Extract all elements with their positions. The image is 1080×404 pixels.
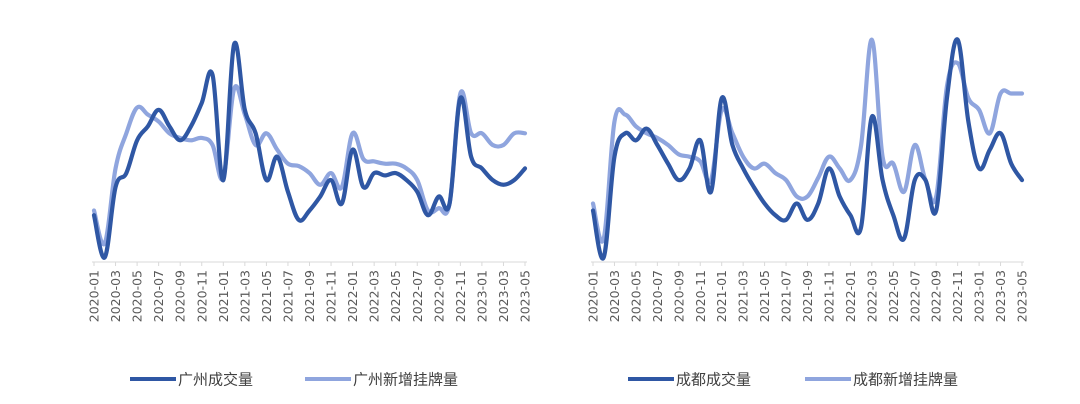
x-tick-label: 2020-01 <box>586 270 601 322</box>
x-tick-label: 2022-11 <box>950 270 965 322</box>
series-line-成都新增挂牌量 <box>590 37 1025 244</box>
x-tick-label: 2020-07 <box>650 270 665 322</box>
x-tick-label: 2021-11 <box>324 270 339 322</box>
chart-panel-2: 2020-01 2020-03 2020-05 2020-07 2020-09 2020-… <box>586 37 1030 389</box>
x-tick-label: 2021-11 <box>821 270 836 322</box>
x-tick-label: 2022-01 <box>843 270 858 322</box>
x-tick-label: 2022-05 <box>886 270 901 322</box>
x-tick-label: 2023-03 <box>993 270 1008 322</box>
legend-label: 成都成交量 <box>676 371 751 389</box>
x-tick-label: 2023-05 <box>1015 270 1030 322</box>
x-tick-label: 2022-09 <box>431 270 446 322</box>
x-tick-label: 2020-03 <box>108 270 123 322</box>
x-tick-label: 2022-03 <box>864 270 879 322</box>
x-tick-label: 2020-11 <box>194 270 209 322</box>
legend-label: 广州成交量 <box>178 371 253 389</box>
x-tick-label: 2022-09 <box>929 270 944 322</box>
x-tick-label: 2021-07 <box>779 270 794 322</box>
x-tick-label: 2022-07 <box>907 270 922 322</box>
x-tick-label: 2020-09 <box>671 270 686 322</box>
x-tick-label: 2020-11 <box>693 270 708 322</box>
chart-panel-1: 2020-01 2020-03 2020-05 2020-07 2020-09 2020-… <box>87 40 533 389</box>
x-tick-label: 2020-05 <box>130 270 145 322</box>
x-tick-label: 2020-03 <box>607 270 622 322</box>
x-tick-label: 2021-03 <box>736 270 751 322</box>
x-tick-label: 2022-01 <box>345 270 360 322</box>
x-tick-label: 2021-07 <box>280 270 295 322</box>
legend-label: 广州新增挂牌量 <box>353 371 458 389</box>
x-tick-label: 2021-01 <box>714 270 729 322</box>
x-tick-label: 2021-05 <box>757 270 772 322</box>
legend-label: 成都新增挂牌量 <box>853 371 958 389</box>
x-tick-label: 2022-11 <box>453 270 468 322</box>
series-line-广州成交量 <box>91 40 528 260</box>
x-tick-label: 2020-01 <box>87 270 102 322</box>
x-tick-label: 2023-03 <box>496 270 511 322</box>
series-line-成都成交量 <box>590 37 1025 261</box>
x-tick-label: 2023-01 <box>474 270 489 322</box>
x-tick-label: 2023-01 <box>972 270 987 322</box>
x-tick-label: 2022-05 <box>388 270 403 322</box>
x-tick-label: 2021-09 <box>302 270 317 322</box>
x-tick-label: 2021-05 <box>259 270 274 322</box>
x-tick-label: 2020-09 <box>173 270 188 322</box>
x-tick-label: 2021-01 <box>216 270 231 322</box>
x-tick-label: 2022-03 <box>367 270 382 322</box>
x-tick-label: 2023-05 <box>518 270 533 322</box>
x-tick-label: 2021-09 <box>800 270 815 322</box>
x-tick-label: 2022-07 <box>410 270 425 322</box>
x-tick-label: 2020-05 <box>628 270 643 322</box>
x-tick-label: 2021-03 <box>237 270 252 322</box>
x-tick-label: 2020-07 <box>151 270 166 322</box>
